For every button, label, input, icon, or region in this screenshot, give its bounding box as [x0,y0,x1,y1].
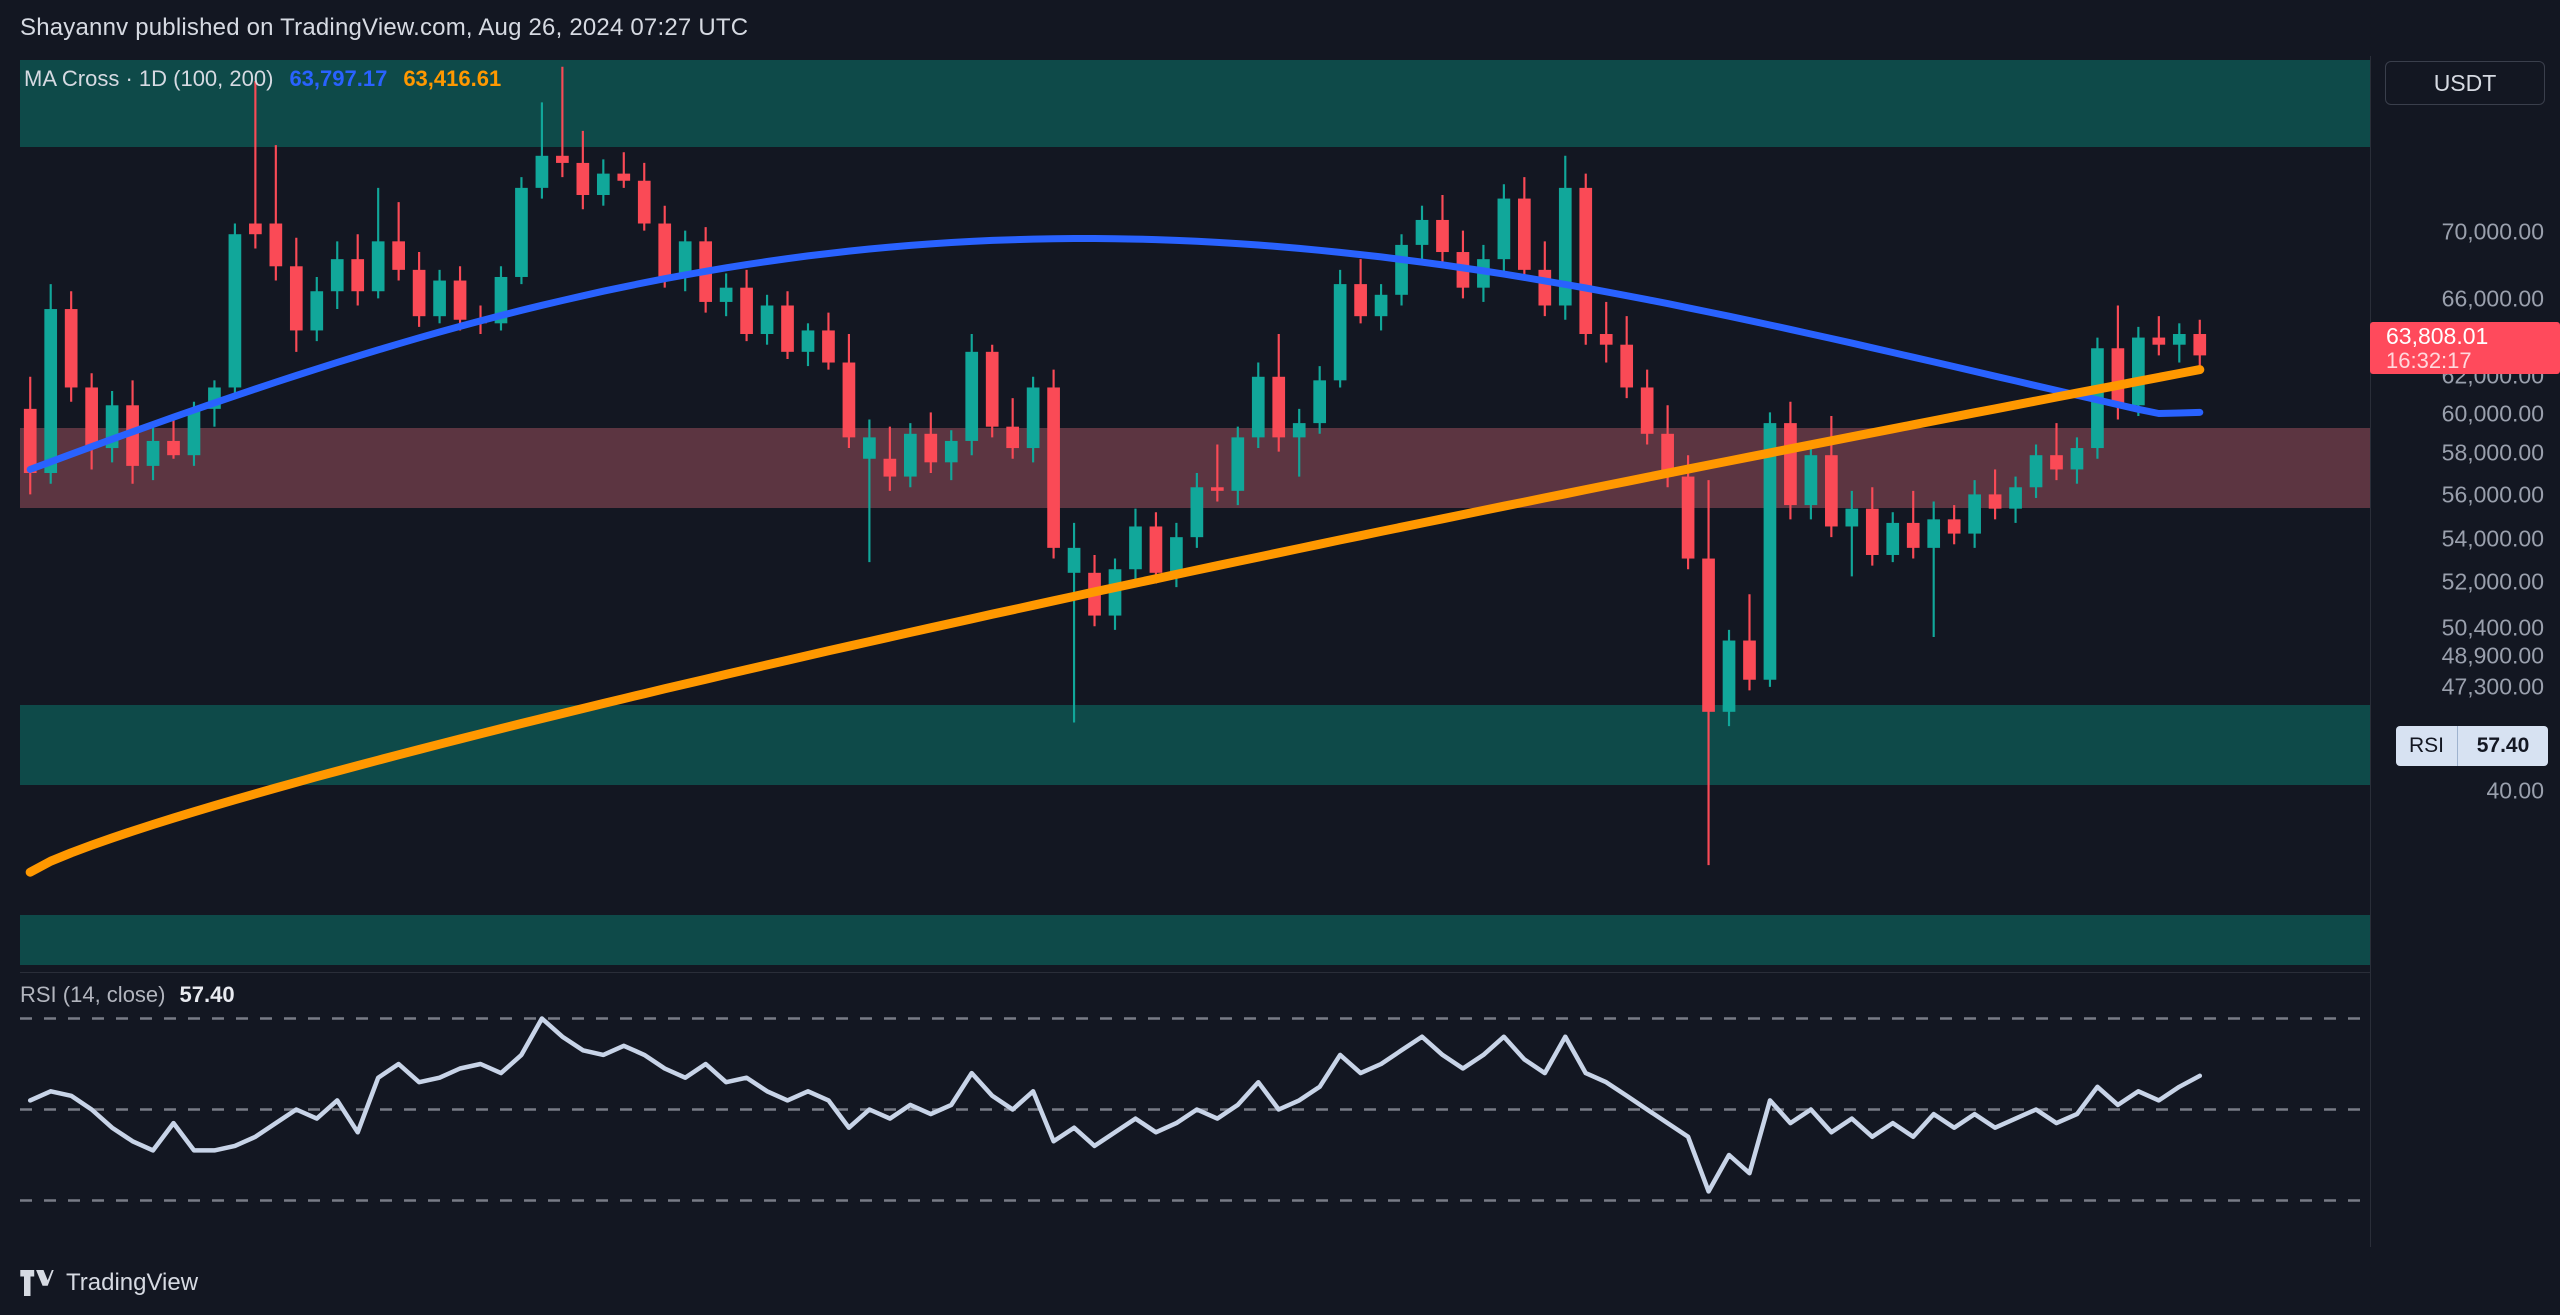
last-price-badge: 63,808.01 16:32:17 [2370,322,2560,374]
demand-zone-bottom [20,915,2370,965]
ma-slow-value: 63,416.61 [403,66,502,91]
demand-zone-lower [20,705,2370,785]
price-axis-tick: 54,000.00 [2441,525,2544,552]
price-axis-tick: 58,000.00 [2441,439,2544,466]
chart-area[interactable]: MA Cross · 1D (100, 200) 63,797.17 63,41… [0,56,2560,1315]
price-axis-tick: 70,000.00 [2441,218,2544,245]
currency-chip[interactable]: USDT [2385,61,2545,105]
publisher-bar: Shayannv published on TradingView.com, A… [0,0,2560,56]
rsi-legend[interactable]: RSI (14, close) 57.40 [20,982,235,1008]
price-axis[interactable]: USDT 70,000.00 66,000.00 62,000.00 60,000.0… [2370,56,2560,1247]
price-axis-tick: 66,000.00 [2441,285,2544,312]
bar-countdown-value: 16:32:17 [2386,347,2472,373]
price-axis-tick: 50,400.00 [2441,614,2544,641]
rsi-badge-key: RSI [2396,726,2458,766]
price-axis-tick: 47,300.00 [2441,673,2544,700]
rsi-legend-title: RSI (14, close) [20,982,166,1007]
price-axis-tick: 48,900.00 [2441,642,2544,669]
last-price-value: 63,808.01 [2386,323,2489,350]
ma-fast-value: 63,797.17 [289,66,388,91]
rsi-value-badge: RSI 57.40 [2396,726,2548,766]
ma-cross-legend[interactable]: MA Cross · 1D (100, 200) 63,797.17 63,41… [20,64,505,94]
pane-divider [0,972,2370,973]
ma-cross-legend-title: MA Cross · 1D (100, 200) [24,66,274,91]
candlestick-plot [23,66,2207,877]
tradingview-brand-text: TradingView [66,1269,199,1296]
left-price-gutter [0,56,20,1247]
publisher-credit-text: Shayannv published on TradingView.com, A… [20,14,749,41]
footer-brand[interactable]: TradingView [0,1259,2560,1307]
rsi-badge-value: 57.40 [2476,734,2530,757]
tradingview-logo-icon [20,1270,54,1296]
rsi-legend-value: 57.40 [179,982,235,1007]
rsi-axis-tick: 40.00 [2486,777,2544,804]
resistance-zone-upper [20,60,2370,147]
price-axis-tick: 56,000.00 [2441,481,2544,508]
price-pane[interactable]: MA Cross · 1D (100, 200) 63,797.17 63,41… [0,56,2370,972]
rsi-plot [20,1016,2370,1202]
rsi-pane[interactable]: RSI (14, close) 57.40 [0,973,2370,1246]
price-axis-tick: 60,000.00 [2441,400,2544,427]
price-axis-tick: 52,000.00 [2441,568,2544,595]
